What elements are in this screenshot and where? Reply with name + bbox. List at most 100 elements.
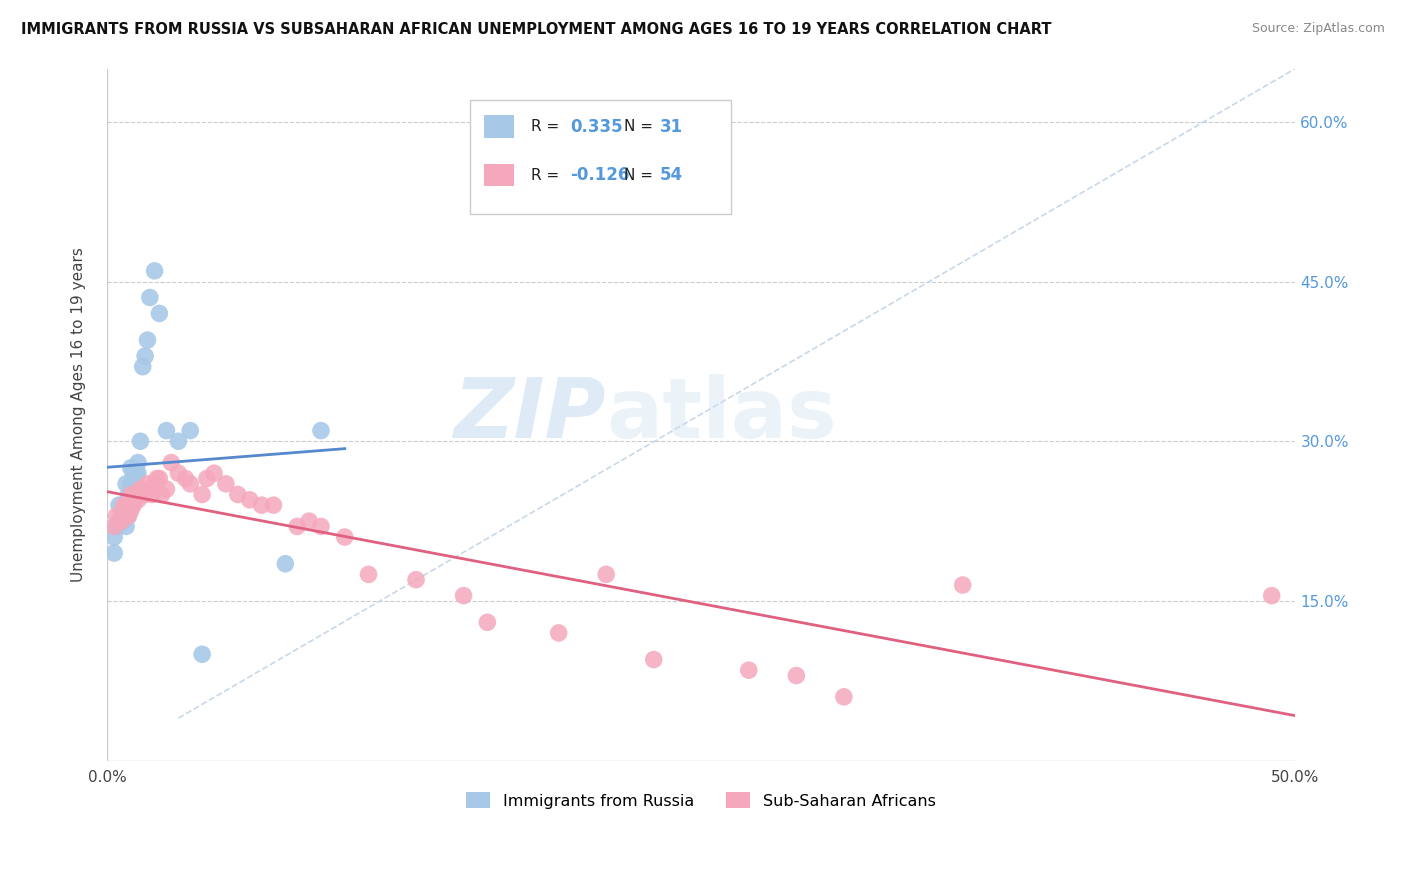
Point <box>115 519 138 533</box>
Text: Source: ZipAtlas.com: Source: ZipAtlas.com <box>1251 22 1385 36</box>
Point <box>298 514 321 528</box>
Point <box>132 487 155 501</box>
Point <box>215 476 238 491</box>
Point <box>239 492 262 507</box>
Point <box>174 471 197 485</box>
Point <box>160 456 183 470</box>
Point <box>832 690 855 704</box>
Point <box>309 424 332 438</box>
Point <box>477 615 499 630</box>
Point <box>274 557 297 571</box>
FancyBboxPatch shape <box>470 100 731 214</box>
Point <box>132 359 155 374</box>
Text: ZIP: ZIP <box>454 374 606 455</box>
Point <box>202 466 225 480</box>
Point <box>139 482 162 496</box>
Point <box>110 508 132 523</box>
Point <box>112 503 135 517</box>
Point <box>179 424 201 438</box>
Point <box>112 514 135 528</box>
Point <box>595 567 617 582</box>
Text: N =: N = <box>624 120 652 134</box>
Point <box>110 514 132 528</box>
Point <box>122 466 145 480</box>
Point <box>643 652 665 666</box>
Text: R =: R = <box>531 168 560 183</box>
Point <box>127 492 149 507</box>
Y-axis label: Unemployment Among Ages 16 to 19 years: Unemployment Among Ages 16 to 19 years <box>72 247 86 582</box>
Point <box>112 498 135 512</box>
Point <box>112 503 135 517</box>
Point <box>148 471 170 485</box>
Text: R =: R = <box>531 120 560 134</box>
Text: 31: 31 <box>659 118 683 136</box>
Point <box>195 471 218 485</box>
Point <box>120 503 142 517</box>
Point <box>179 476 201 491</box>
FancyBboxPatch shape <box>484 164 513 186</box>
Point <box>155 482 177 496</box>
Point <box>108 514 131 528</box>
Text: 0.335: 0.335 <box>571 118 623 136</box>
Point <box>146 471 169 485</box>
Point <box>738 663 761 677</box>
Point <box>167 434 190 449</box>
Point <box>155 424 177 438</box>
Point <box>167 466 190 480</box>
Point <box>134 349 156 363</box>
Point <box>136 476 159 491</box>
Point <box>405 573 427 587</box>
Point <box>129 434 152 449</box>
Point <box>150 487 173 501</box>
Point <box>1260 589 1282 603</box>
Point <box>103 519 125 533</box>
Point <box>120 461 142 475</box>
Point <box>453 589 475 603</box>
Point <box>285 519 308 533</box>
Point <box>191 647 214 661</box>
Point <box>124 487 146 501</box>
Point <box>191 487 214 501</box>
Point <box>132 482 155 496</box>
Text: N =: N = <box>624 168 652 183</box>
Point <box>103 546 125 560</box>
Point <box>226 487 249 501</box>
Point <box>785 668 807 682</box>
Point <box>120 487 142 501</box>
Point <box>120 476 142 491</box>
Text: -0.126: -0.126 <box>571 166 630 184</box>
Point <box>122 498 145 512</box>
Point <box>262 498 284 512</box>
Point <box>127 456 149 470</box>
Point <box>952 578 974 592</box>
Text: atlas: atlas <box>606 374 837 455</box>
Legend: Immigrants from Russia, Sub-Saharan Africans: Immigrants from Russia, Sub-Saharan Afri… <box>460 786 942 815</box>
Point <box>143 476 166 491</box>
Point <box>124 466 146 480</box>
Point <box>115 508 138 523</box>
Point <box>357 567 380 582</box>
Point <box>103 530 125 544</box>
Point <box>117 508 139 523</box>
Point <box>139 290 162 304</box>
Point <box>309 519 332 533</box>
Point <box>105 519 128 533</box>
Point <box>127 466 149 480</box>
Point <box>115 498 138 512</box>
Point <box>117 487 139 501</box>
Point <box>547 626 569 640</box>
Point <box>117 508 139 523</box>
Point <box>333 530 356 544</box>
Point <box>108 514 131 528</box>
Point <box>108 498 131 512</box>
FancyBboxPatch shape <box>484 115 513 137</box>
Point <box>129 482 152 496</box>
Point <box>250 498 273 512</box>
Point <box>141 487 163 501</box>
Point <box>136 333 159 347</box>
Text: 54: 54 <box>659 166 683 184</box>
Point <box>115 476 138 491</box>
Point <box>148 306 170 320</box>
Point <box>134 487 156 501</box>
Point <box>105 508 128 523</box>
